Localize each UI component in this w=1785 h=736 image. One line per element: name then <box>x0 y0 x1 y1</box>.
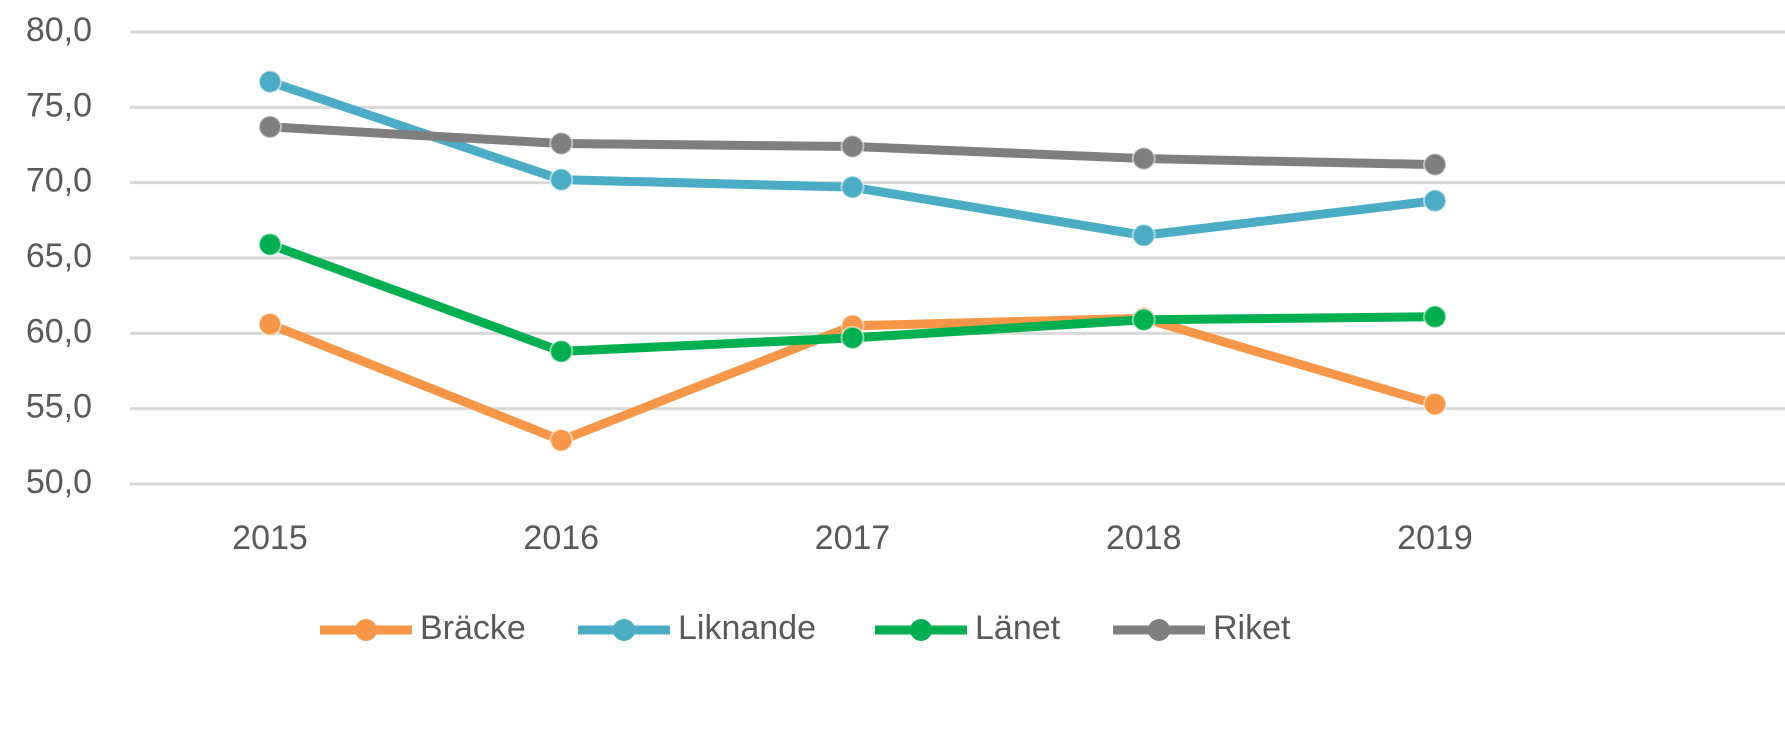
y-tick-label: 75,0 <box>26 86 92 124</box>
legend-item: Länet <box>875 609 1061 647</box>
marker <box>840 175 865 200</box>
marker <box>258 232 282 257</box>
marker <box>258 312 282 337</box>
legend-marker <box>355 619 377 641</box>
marker <box>549 131 574 156</box>
marker <box>549 167 574 192</box>
marker <box>1423 188 1447 213</box>
legend-item: Riket <box>1113 609 1291 647</box>
marker <box>1423 392 1447 417</box>
legend-label: Riket <box>1213 609 1291 647</box>
marker <box>840 325 865 350</box>
x-tick-label: 2018 <box>1106 519 1182 557</box>
legend-item: Bräcke <box>320 609 526 647</box>
marker <box>1131 146 1156 171</box>
series <box>258 69 1447 248</box>
x-tick-label: 2019 <box>1397 519 1473 557</box>
legend-item: Liknande <box>578 609 816 647</box>
y-tick-label: 80,0 <box>26 11 92 49</box>
y-tick-label: 70,0 <box>26 162 92 200</box>
x-tick-label: 2016 <box>523 519 599 557</box>
marker <box>549 339 574 364</box>
y-tick-label: 55,0 <box>26 388 92 426</box>
legend-label: Bräcke <box>420 609 526 647</box>
marker <box>1423 304 1447 329</box>
legend-marker <box>613 619 635 641</box>
marker <box>549 428 574 453</box>
y-tick-label: 65,0 <box>26 237 92 275</box>
legend-label: Liknande <box>678 609 816 647</box>
x-tick-label: 2015 <box>232 519 308 557</box>
marker <box>258 114 282 139</box>
legend-marker <box>910 619 932 641</box>
y-tick-label: 60,0 <box>26 312 92 350</box>
marker <box>258 69 282 94</box>
marker <box>1131 223 1156 248</box>
y-tick-label: 50,0 <box>26 463 92 501</box>
x-tick-label: 2017 <box>815 519 891 557</box>
legend-label: Länet <box>975 609 1061 647</box>
series <box>258 232 1447 364</box>
marker <box>1423 152 1447 177</box>
marker <box>1131 307 1156 332</box>
series <box>258 114 1447 177</box>
legend-marker <box>1148 619 1170 641</box>
marker <box>840 134 865 159</box>
